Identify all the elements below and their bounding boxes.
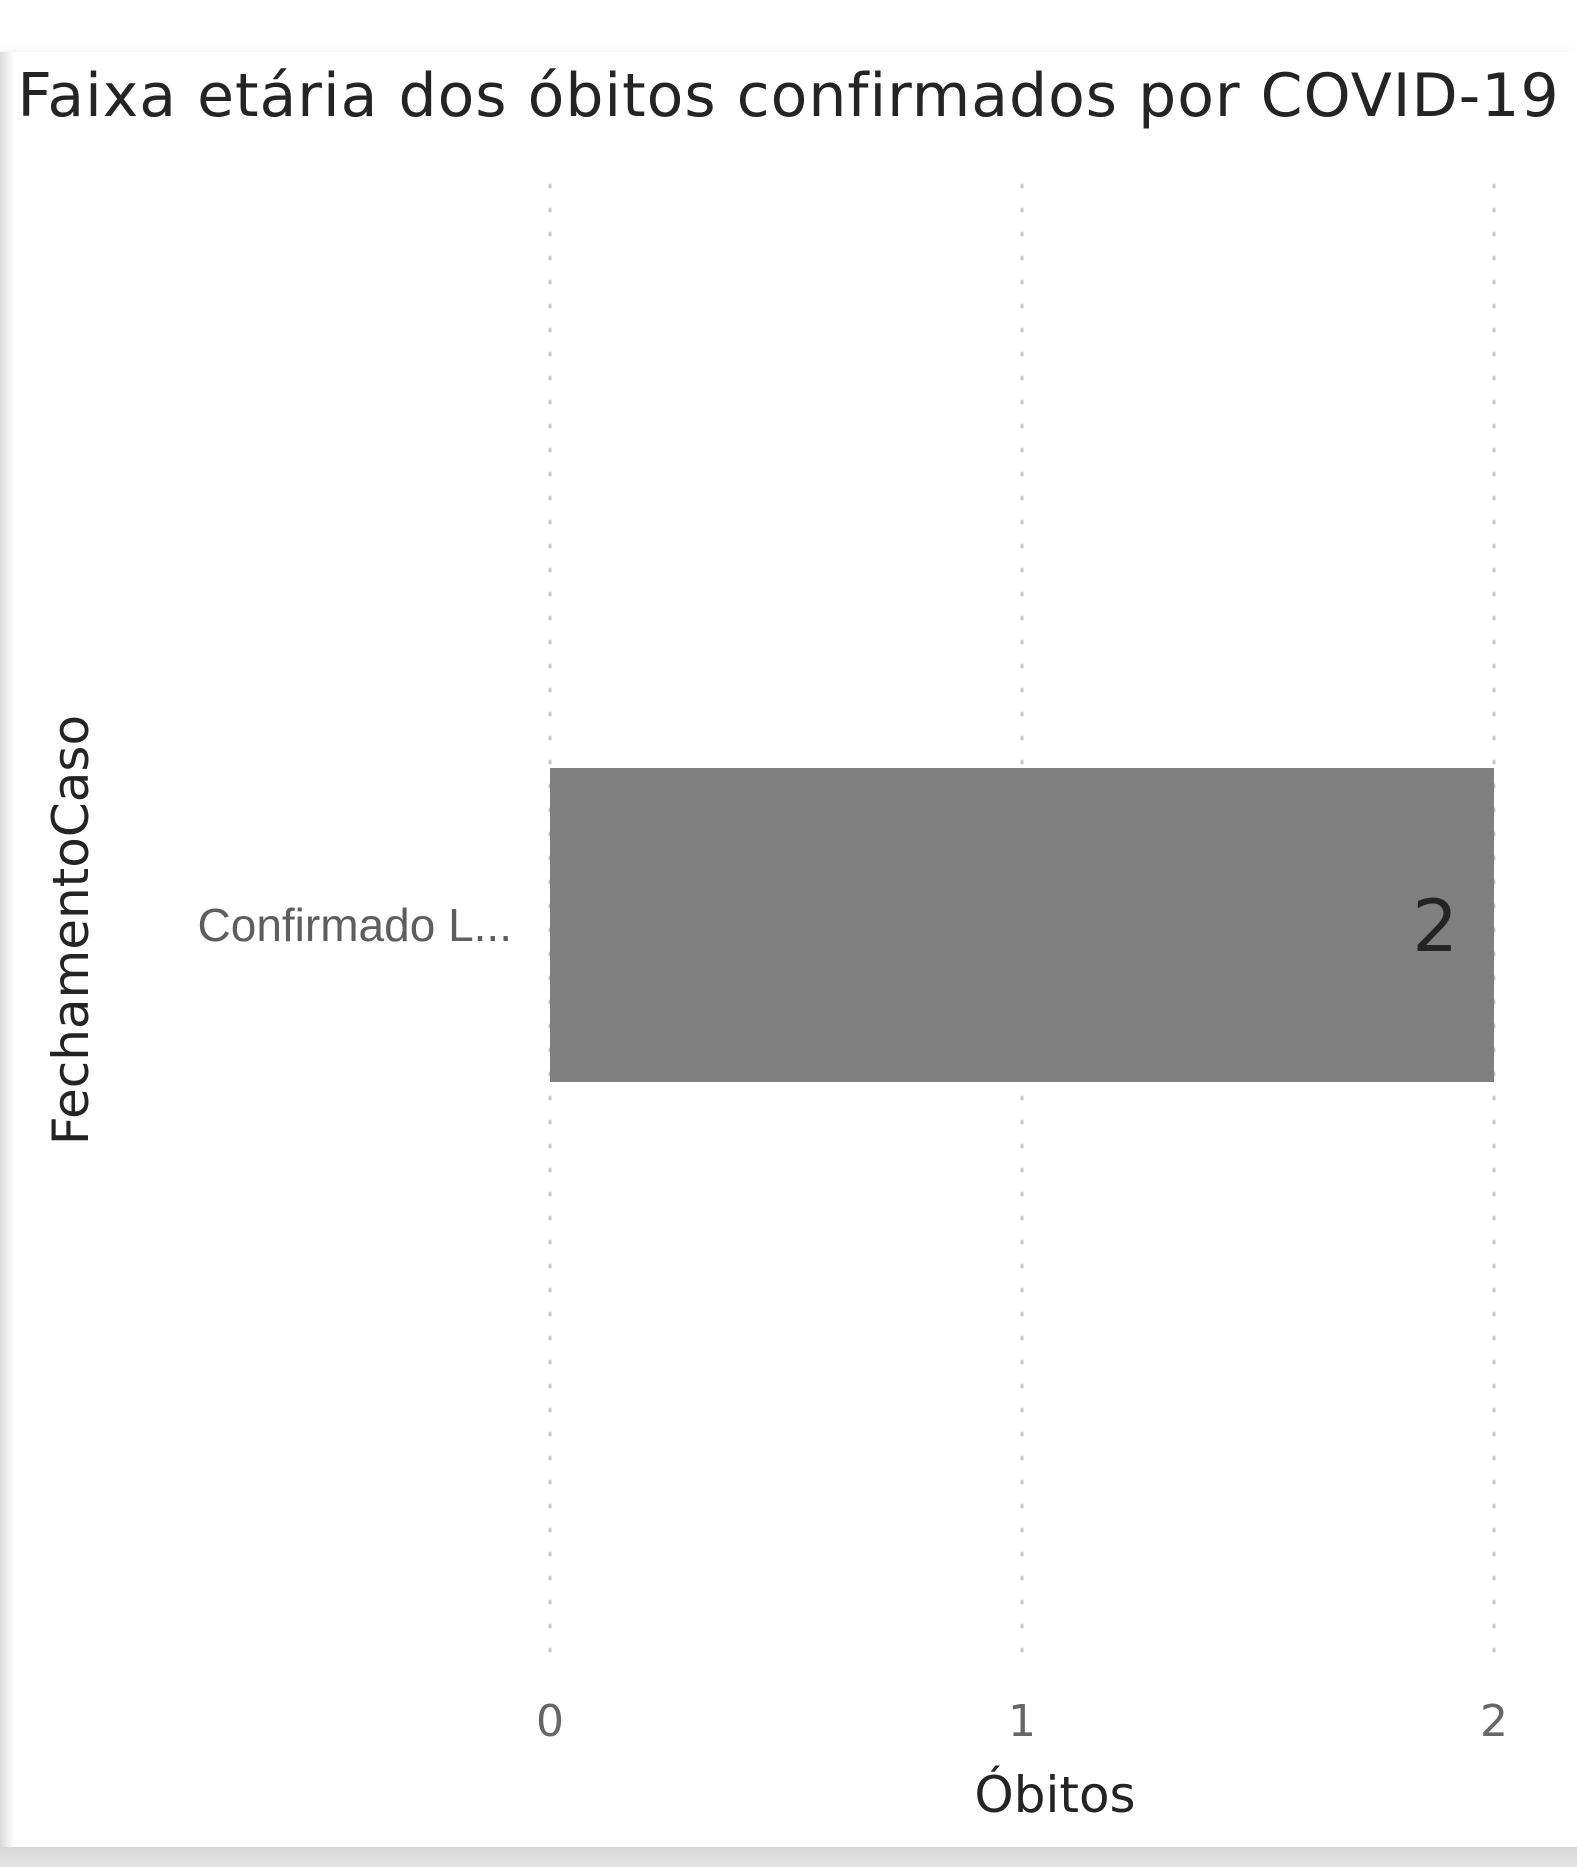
x-tick-label: 1 [1008, 1696, 1036, 1747]
bars [550, 768, 1494, 1082]
card-bottom-shadow [0, 1847, 1577, 1867]
category-label: Confirmado L... [198, 899, 512, 951]
card-left-shadow [0, 52, 14, 1847]
data-label: 2 [1412, 884, 1458, 968]
chart-title: Faixa etária dos óbitos confirmados por … [17, 61, 1560, 131]
x-tick-label: 0 [536, 1696, 564, 1747]
bar[interactable] [550, 768, 1494, 1082]
x-axis-title: Óbitos [974, 1765, 1135, 1824]
x-tick-label: 2 [1480, 1696, 1508, 1747]
labels: 0 1 2 Confirmado L... 2 [198, 884, 1508, 1747]
y-axis-title: FechamentoCaso [42, 715, 100, 1145]
